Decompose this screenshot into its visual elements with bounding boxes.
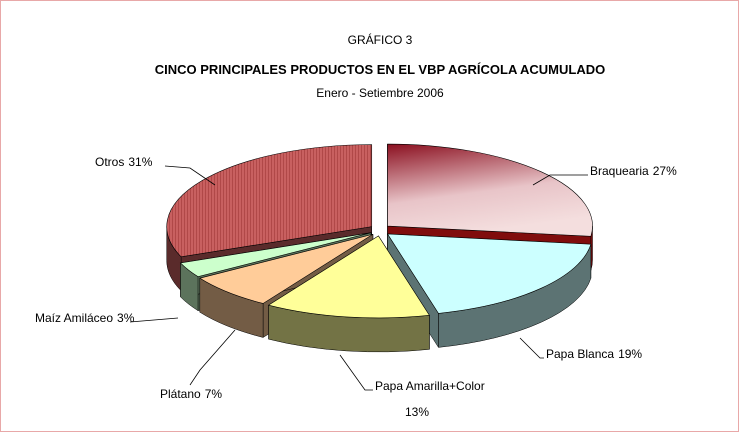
data-label: Papa Blanca 19%: [546, 347, 642, 361]
leader-line: [189, 329, 236, 386]
slice: [199, 233, 374, 304]
data-label: Otros 31%: [95, 155, 153, 169]
value-label: 13%: [405, 405, 429, 419]
leader-line: [339, 354, 373, 391]
category-label: Plátano: [160, 387, 201, 401]
value-label: 3%: [117, 311, 135, 325]
category-label: Papa Blanca: [546, 347, 614, 361]
category-label: Maíz Amiláceo: [35, 311, 113, 325]
chart-kicker: GRÁFICO 3: [348, 32, 413, 47]
data-label: Maíz Amiláceo 3%: [35, 311, 135, 325]
chart-subtitle: Enero - Setiembre 2006: [316, 86, 444, 100]
value-label: 7%: [205, 387, 223, 401]
slice: [386, 233, 592, 314]
value-label: 27%: [653, 164, 677, 178]
leader-line: [129, 317, 179, 323]
data-label: Plátano 7%: [160, 387, 222, 401]
category-label: Papa Amarilla+Color: [375, 379, 485, 393]
labels: Braquearia 27% Papa Blanca 19% Papa Amarilla…: [35, 155, 677, 419]
pie: [166, 143, 593, 353]
leader-line: [164, 165, 216, 186]
value-label: 19%: [618, 347, 642, 361]
slice: [166, 144, 373, 258]
leader-line: [519, 337, 544, 359]
leader-line: [532, 174, 588, 186]
value-label: 31%: [128, 155, 152, 169]
data-label: Braquearia 27%: [590, 164, 677, 178]
data-label: Papa Amarilla+Color 13%: [375, 379, 485, 419]
slice: [267, 235, 430, 319]
category-label: Otros: [95, 155, 124, 169]
slice: [387, 143, 593, 237]
chart-title: CINCO PRINCIPALES PRODUCTOS EN EL VBP AG…: [155, 62, 605, 77]
slice: [179, 232, 372, 277]
category-label: Braquearia: [590, 164, 649, 178]
